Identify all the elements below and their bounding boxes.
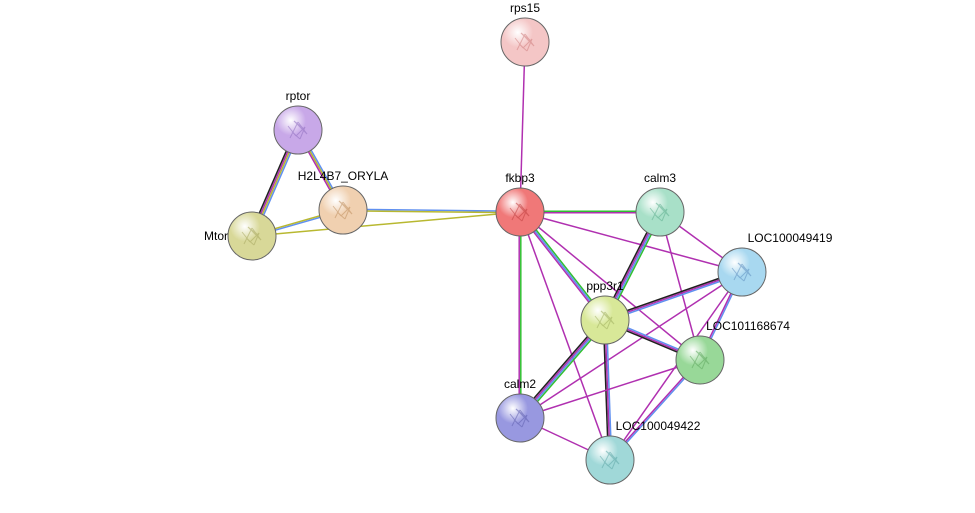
node-label: fkbp3	[505, 171, 535, 185]
edges-layer	[250, 42, 743, 461]
node-label: Mtor	[204, 229, 228, 243]
node-LOC101168674[interactable]: LOC101168674	[676, 319, 790, 384]
node-circle[interactable]	[676, 336, 724, 384]
node-circle[interactable]	[501, 18, 549, 66]
node-circle[interactable]	[496, 394, 544, 442]
node-circle[interactable]	[274, 106, 322, 154]
node-circle[interactable]	[718, 248, 766, 296]
node-rptor[interactable]: rptor	[274, 89, 322, 154]
node-Mtor[interactable]: Mtor	[204, 212, 276, 260]
node-ppp3r1[interactable]: ppp3r1	[581, 279, 629, 344]
node-calm2[interactable]: calm2	[496, 377, 544, 442]
node-LOC100049419[interactable]: LOC100049419	[718, 231, 833, 296]
node-label: calm3	[644, 171, 676, 185]
edge	[520, 42, 525, 212]
nodes-layer: rps15 rptor H2L4B7_ORYLA Mtor fkbp3 calm3 LOC1…	[204, 1, 833, 484]
network-graph[interactable]: rps15 rptor H2L4B7_ORYLA Mtor fkbp3 calm3 LOC1…	[0, 0, 975, 513]
node-label: rptor	[286, 89, 311, 103]
node-label: LOC100049419	[748, 231, 833, 245]
node-H2L4B7_ORYLA[interactable]: H2L4B7_ORYLA	[298, 169, 389, 234]
node-label: rps15	[510, 1, 540, 15]
node-circle[interactable]	[586, 436, 634, 484]
node-circle[interactable]	[636, 188, 684, 236]
node-label: ppp3r1	[586, 279, 624, 293]
node-circle[interactable]	[228, 212, 276, 260]
node-label: calm2	[504, 377, 536, 391]
node-LOC100049422[interactable]: LOC100049422	[586, 419, 701, 484]
node-label: LOC101168674	[706, 319, 790, 333]
node-circle[interactable]	[319, 186, 367, 234]
node-calm3[interactable]: calm3	[636, 171, 684, 236]
node-label: LOC100049422	[616, 419, 701, 433]
node-fkbp3[interactable]: fkbp3	[496, 171, 544, 236]
node-label: H2L4B7_ORYLA	[298, 169, 389, 183]
node-rps15[interactable]: rps15	[501, 1, 549, 66]
node-circle[interactable]	[581, 296, 629, 344]
node-circle[interactable]	[496, 188, 544, 236]
